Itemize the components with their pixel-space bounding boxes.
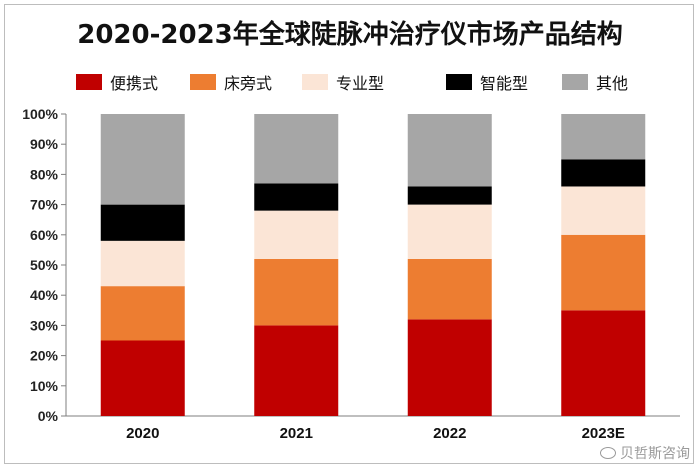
- bar-segment-2020-0: [100, 340, 185, 416]
- bar-segment-2022-2: [407, 204, 492, 259]
- legend-swatch-portable: [76, 74, 102, 90]
- y-tick-label: 30%: [30, 317, 59, 333]
- y-tick-label: 0%: [38, 408, 59, 424]
- y-tick-label: 50%: [30, 257, 59, 273]
- y-tick-label: 90%: [30, 136, 59, 152]
- chart-legend: 便携式 床旁式 专业型 智能型 其他: [0, 70, 700, 94]
- bar-segment-2021-1: [254, 258, 339, 326]
- x-category-label: 2022: [433, 425, 466, 442]
- watermark-text: 贝哲斯咨询: [620, 446, 690, 462]
- bar-segment-2022-0: [407, 319, 492, 416]
- y-tick-label: 80%: [30, 166, 59, 182]
- legend-item-other: 其他: [562, 70, 628, 94]
- bar-segment-2021-0: [254, 325, 339, 416]
- watermark: 贝哲斯咨询: [600, 443, 690, 463]
- y-tick-label: 20%: [30, 348, 59, 364]
- y-tick-label: 40%: [30, 287, 59, 303]
- legend-label-other: 其他: [596, 74, 629, 93]
- legend-swatch-professional: [302, 74, 328, 90]
- bar-segment-2020-4: [100, 114, 185, 205]
- y-tick-label: 60%: [30, 227, 59, 243]
- legend-swatch-smart: [446, 74, 472, 90]
- y-tick-label: 70%: [30, 197, 59, 213]
- y-tick-label: 10%: [30, 378, 59, 394]
- bar-segment-2020-2: [100, 240, 185, 287]
- bar-segment-2022-3: [407, 186, 492, 205]
- weibo-icon: [600, 447, 616, 459]
- legend-item-smart: 智能型: [446, 70, 528, 94]
- bar-segment-2023E-4: [561, 114, 646, 160]
- bar-segment-2023E-2: [561, 186, 646, 235]
- x-category-label: 2021: [280, 425, 313, 442]
- x-category-label: 2020: [126, 425, 159, 442]
- bar-segment-2022-1: [407, 258, 492, 320]
- bar-segment-2023E-3: [561, 159, 646, 187]
- bar-segment-2022-4: [407, 114, 492, 187]
- chart-title: 2020-2023年全球陡脉冲治疗仪市场产品结构: [77, 20, 623, 50]
- legend-label-portable: 便携式: [110, 74, 159, 93]
- bar-segment-2021-3: [254, 183, 339, 211]
- legend-item-portable: 便携式: [76, 70, 158, 94]
- legend-label-professional: 专业型: [336, 74, 385, 93]
- bar-segment-2023E-1: [561, 234, 646, 311]
- legend-item-professional: 专业型: [302, 70, 384, 94]
- bar-segment-2020-1: [100, 286, 185, 341]
- legend-swatch-bedside: [190, 74, 216, 90]
- y-tick-label: 100%: [22, 106, 58, 122]
- legend-label-smart: 智能型: [480, 74, 529, 93]
- legend-item-bedside: 床旁式: [190, 70, 272, 94]
- legend-label-bedside: 床旁式: [224, 74, 273, 93]
- bar-segment-2021-2: [254, 210, 339, 259]
- bar-segment-2020-3: [100, 204, 185, 241]
- bar-segment-2023E-0: [561, 310, 646, 416]
- x-category-label: 2023E: [582, 425, 625, 442]
- legend-swatch-other: [562, 74, 588, 90]
- bar-segment-2021-4: [254, 114, 339, 184]
